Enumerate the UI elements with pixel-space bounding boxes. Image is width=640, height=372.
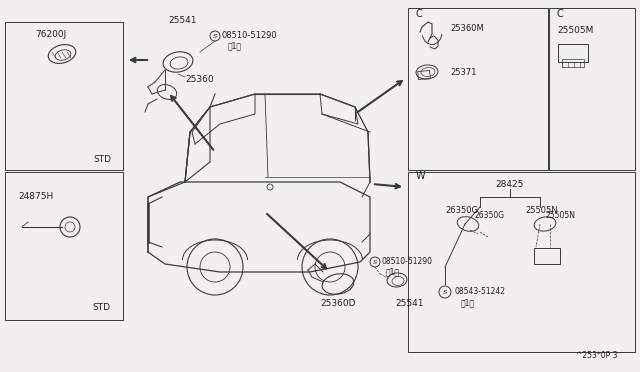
Text: 〈1〉: 〈1〉 — [228, 42, 242, 51]
Bar — [558, 44, 588, 62]
Text: 25371: 25371 — [450, 67, 477, 77]
Text: STD: STD — [93, 154, 111, 164]
Text: 24875H: 24875H — [18, 192, 53, 201]
Ellipse shape — [322, 274, 354, 294]
Text: ^253*0P 3: ^253*0P 3 — [577, 351, 618, 360]
Text: （1）: （1） — [461, 298, 475, 308]
Text: W: W — [416, 171, 426, 181]
Bar — [534, 248, 560, 264]
Text: C: C — [416, 9, 423, 19]
Bar — [408, 172, 635, 352]
Text: 26350G: 26350G — [475, 211, 505, 219]
Text: 76200J: 76200J — [35, 29, 67, 38]
Text: C: C — [557, 9, 564, 19]
Text: 08510-51290: 08510-51290 — [222, 31, 278, 39]
Bar — [562, 59, 584, 67]
Text: 25360M: 25360M — [450, 23, 484, 32]
Bar — [408, 8, 548, 170]
Text: S: S — [373, 260, 377, 264]
Text: 25505N: 25505N — [525, 205, 558, 215]
Text: （1）: （1） — [386, 267, 400, 276]
Bar — [549, 8, 635, 170]
Text: S: S — [443, 289, 447, 295]
Text: 25505M: 25505M — [557, 26, 593, 35]
Text: 25360: 25360 — [185, 74, 214, 83]
Text: 25541: 25541 — [395, 299, 424, 308]
Text: 08543-51242: 08543-51242 — [455, 288, 506, 296]
Bar — [5, 172, 123, 320]
Ellipse shape — [163, 52, 193, 72]
Text: S: S — [213, 33, 217, 38]
Text: 08510-51290: 08510-51290 — [382, 257, 433, 266]
Text: 25541: 25541 — [168, 16, 196, 25]
Text: 25360D: 25360D — [320, 299, 355, 308]
Text: 28425: 28425 — [496, 180, 524, 189]
Bar — [418, 70, 430, 80]
Text: STD: STD — [92, 302, 110, 311]
Text: 25505N: 25505N — [546, 211, 576, 219]
Bar — [5, 22, 123, 170]
Text: 26350G: 26350G — [445, 205, 479, 215]
